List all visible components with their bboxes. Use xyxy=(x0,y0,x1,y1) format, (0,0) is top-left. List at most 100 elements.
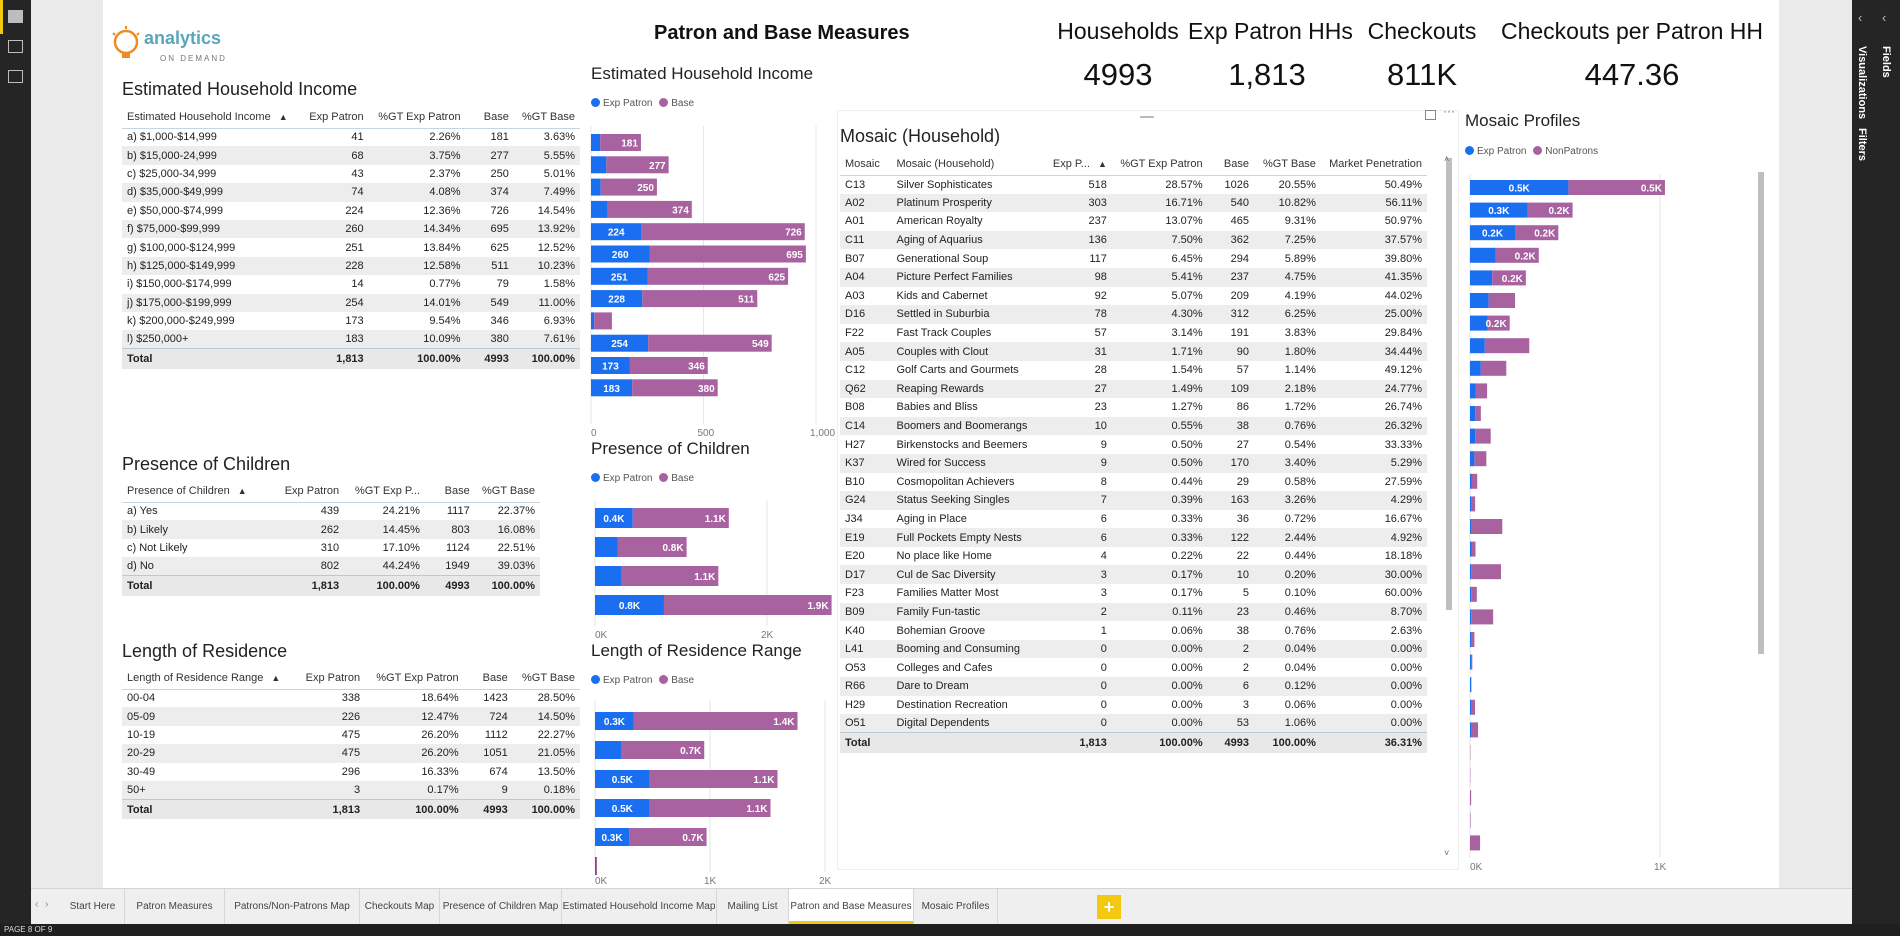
bar-exp-patron[interactable] xyxy=(595,770,650,788)
table-row[interactable]: D16 Settled in Suburbia 78 4.30% 312 6.25% 25.… xyxy=(840,305,1427,324)
income-bar-chart[interactable]: 0 500 1,000 181 277 250 374 224 726 260 695 251 625 2… xyxy=(590,126,835,446)
bar-base[interactable] xyxy=(621,566,719,586)
column-header[interactable]: %GT Exp Patron xyxy=(368,106,466,129)
bar-exp-patron[interactable] xyxy=(591,334,649,352)
income-table[interactable]: Estimated Household Income ▲ Exp Patron %GT… xyxy=(122,106,580,369)
bar-exp-patron[interactable] xyxy=(1470,564,1472,580)
table-row[interactable]: Q62 Reaping Rewards 27 1.49% 109 2.18% 24.77% xyxy=(840,379,1427,399)
table-row[interactable]: H29 Destination Recreation 0 0.00% 3 0.06% 0.0… xyxy=(840,696,1427,715)
bar-nonpatrons[interactable] xyxy=(1475,406,1481,421)
table-row[interactable]: B07 Generational Soup 117 6.45% 294 5.89% 39.8… xyxy=(840,249,1427,268)
bar-exp-patron[interactable] xyxy=(595,508,633,528)
column-header[interactable]: %GT Exp Patron xyxy=(365,667,464,690)
bar-exp-patron[interactable] xyxy=(1470,180,1569,195)
tab-patron-measures[interactable]: Patron Measures xyxy=(125,889,225,924)
column-header[interactable]: %GT Exp P... xyxy=(344,480,425,503)
table-row[interactable]: 20-29 475 26.20% 1051 21.05% xyxy=(122,744,580,763)
fields-pane-toggle[interactable]: Fields xyxy=(1880,46,1892,78)
bar-nonpatrons[interactable] xyxy=(1487,315,1510,331)
column-header[interactable]: Estimated Household Income ▲ xyxy=(122,106,302,129)
bar-exp-patron[interactable] xyxy=(591,134,601,151)
table-row[interactable]: L41 Booming and Consuming 0 0.00% 2 0.04% 0.00… xyxy=(840,639,1427,659)
bar-exp-patron[interactable] xyxy=(1470,360,1481,376)
model-view-icon[interactable] xyxy=(8,70,23,83)
bar-base[interactable] xyxy=(632,379,718,397)
more-options-icon[interactable]: ··· xyxy=(1443,104,1455,118)
bar-nonpatrons[interactable] xyxy=(1515,225,1559,241)
table-row[interactable]: O51 Digital Dependents 0 0.00% 53 1.06% 0.00% xyxy=(840,714,1427,733)
mosaic-table-scrollbar[interactable] xyxy=(1446,158,1452,610)
card-exp-patron-hhs[interactable]: Exp Patron HHs 1,813 xyxy=(1188,18,1353,93)
bar-exp-patron[interactable] xyxy=(1470,586,1472,602)
bar-exp-patron[interactable] xyxy=(1470,609,1472,625)
column-header[interactable]: %GT Base xyxy=(512,667,580,690)
bar-exp-patron[interactable] xyxy=(595,566,622,586)
bar-exp-patron[interactable] xyxy=(591,312,595,330)
table-row[interactable]: a) Yes 439 24.21% 1117 22.37% xyxy=(122,502,540,520)
bar-base[interactable] xyxy=(649,799,771,817)
bar-base[interactable] xyxy=(649,770,778,788)
bar-nonpatrons[interactable] xyxy=(1488,293,1516,308)
bar-exp-patron[interactable] xyxy=(591,357,630,374)
tab-presence-of-children-map[interactable]: Presence of Children Map xyxy=(440,889,562,924)
table-row[interactable]: F22 Fast Track Couples 57 3.14% 191 3.83% 29.8… xyxy=(840,324,1427,343)
column-header[interactable]: %GT Base xyxy=(513,106,580,129)
scroll-up-icon[interactable]: ˄ xyxy=(1444,154,1450,164)
bar-exp-patron[interactable] xyxy=(591,178,601,196)
tab-mailing-list[interactable]: Mailing List xyxy=(717,889,789,924)
bar-base[interactable] xyxy=(594,312,612,330)
bar-nonpatrons[interactable] xyxy=(1471,496,1476,512)
bar-nonpatrons[interactable] xyxy=(1471,541,1476,557)
bar-nonpatrons[interactable] xyxy=(1471,654,1473,670)
table-row[interactable]: C13 Silver Sophisticates 518 28.57% 1026 20.5… xyxy=(840,175,1427,194)
bar-nonpatrons[interactable] xyxy=(1568,180,1665,195)
bar-exp-patron[interactable] xyxy=(591,379,633,397)
table-row[interactable]: F23 Families Matter Most 3 0.17% 5 0.10% 60.00… xyxy=(840,584,1427,603)
sort-arrow-icon[interactable]: ▲ xyxy=(1097,158,1107,169)
bar-base[interactable] xyxy=(606,156,669,174)
table-row[interactable]: B10 Cosmopolitan Achievers 8 0.44% 29 0.58% 27… xyxy=(840,473,1427,492)
focus-mode-icon[interactable] xyxy=(1425,110,1436,120)
bar-nonpatrons[interactable] xyxy=(1470,812,1471,828)
tab-checkouts-map[interactable]: Checkouts Map xyxy=(360,889,440,924)
bar-nonpatrons[interactable] xyxy=(1471,699,1475,715)
visualizations-pane-toggle[interactable]: Visualizations xyxy=(1856,46,1868,120)
bar-exp-patron[interactable] xyxy=(595,741,621,759)
table-row[interactable]: d) No 802 44.24% 1949 39.03% xyxy=(122,557,540,576)
bar-exp-patron[interactable] xyxy=(1470,225,1516,241)
bar-exp-patron[interactable] xyxy=(595,712,634,730)
table-row[interactable]: 10-19 475 26.20% 1112 22.27% xyxy=(122,726,580,744)
bar-nonpatrons[interactable] xyxy=(1471,519,1503,534)
column-header[interactable]: Mosaic (Household) xyxy=(891,153,1046,176)
bar-exp-patron[interactable] xyxy=(1470,270,1493,286)
bar-exp-patron[interactable] xyxy=(1470,632,1471,647)
bar-base[interactable] xyxy=(596,857,598,875)
bar-base[interactable] xyxy=(617,537,687,557)
bar-base[interactable] xyxy=(632,508,729,528)
table-row[interactable]: c) $25,000-34,999 43 2.37% 250 5.01% xyxy=(122,165,580,183)
bar-base[interactable] xyxy=(620,741,705,759)
card-checkouts[interactable]: Checkouts 811K xyxy=(1362,18,1482,93)
bar-base[interactable] xyxy=(648,334,772,352)
column-header[interactable]: Exp Patron xyxy=(301,106,369,129)
bar-nonpatrons[interactable] xyxy=(1471,473,1478,489)
bar-exp-patron[interactable] xyxy=(595,857,596,875)
bar-exp-patron[interactable] xyxy=(1470,541,1472,557)
table-row[interactable]: 30-49 296 16.33% 674 13.50% xyxy=(122,763,580,781)
table-row[interactable]: D17 Cul de Sac Diversity 3 0.17% 10 0.20% 30.0… xyxy=(840,565,1427,585)
bar-base[interactable] xyxy=(629,357,708,374)
table-row[interactable]: a) $1,000-$14,999 41 2.26% 181 3.63% xyxy=(122,128,580,146)
column-header[interactable]: Market Penetration xyxy=(1320,153,1427,176)
bar-nonpatrons[interactable] xyxy=(1492,270,1526,286)
bar-nonpatrons[interactable] xyxy=(1471,722,1479,738)
table-row[interactable]: B09 Family Fun-tastic 2 0.11% 23 0.46% 8.70% xyxy=(840,602,1427,622)
column-header[interactable]: Base xyxy=(424,480,475,503)
bar-base[interactable] xyxy=(642,290,758,308)
tab-start-here[interactable]: Start Here xyxy=(61,889,125,924)
data-view-icon[interactable] xyxy=(8,40,23,53)
column-header[interactable]: Length of Residence Range ▲ xyxy=(122,667,297,690)
bar-nonpatrons[interactable] xyxy=(1471,564,1501,580)
table-row[interactable]: J34 Aging in Place 6 0.33% 36 0.72% 16.67% xyxy=(840,510,1427,529)
table-row[interactable]: A03 Kids and Cabernet 92 5.07% 209 4.19% 44.02… xyxy=(840,287,1427,306)
bar-exp-patron[interactable] xyxy=(1470,451,1475,467)
